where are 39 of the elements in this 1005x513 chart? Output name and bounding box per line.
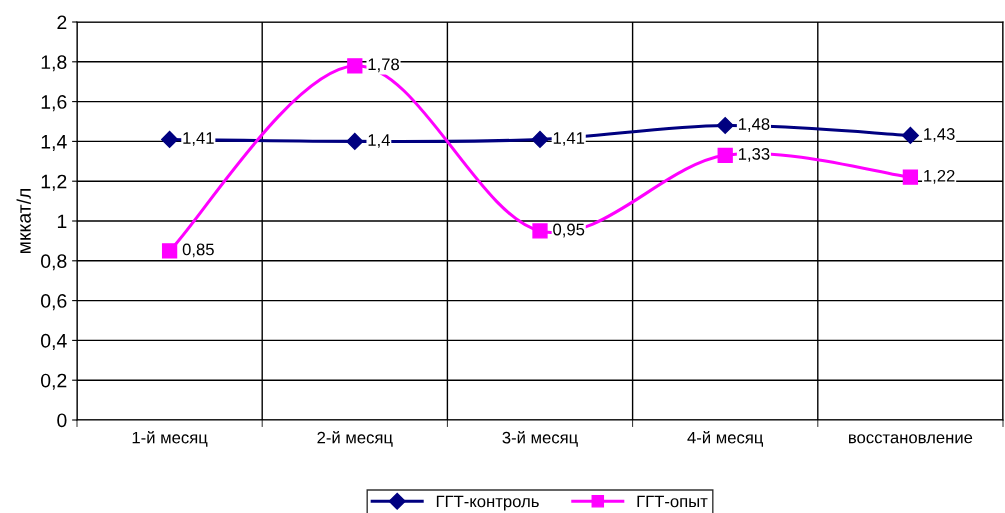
data-label: 0,95	[553, 223, 585, 238]
data-label: 1,41	[553, 132, 585, 146]
point	[161, 130, 179, 148]
data-label: 1,48	[738, 118, 770, 132]
data-label: 1,78	[368, 58, 400, 73]
point	[716, 116, 734, 135]
x-tick-label: 2-й месяц	[317, 430, 393, 447]
x-tick-label: восстановление	[849, 434, 973, 444]
data-label: 1,4	[368, 134, 390, 148]
y-tick-label: 0,2	[41, 373, 67, 390]
data-label: 0,85	[182, 243, 214, 258]
data-label: 1,33	[738, 148, 770, 162]
x-tick-label: 1-й месяц	[132, 430, 208, 447]
point	[347, 58, 363, 74]
data-label: 1,22	[924, 169, 955, 184]
y-tick-label: 0	[57, 413, 67, 428]
x-tick-label: 3-й месяц	[502, 430, 578, 447]
y-tick-label: 1	[57, 214, 67, 229]
y-tick-label: 1,6	[41, 95, 67, 112]
y-tick-label: 0,6	[41, 294, 67, 311]
data-label: 1,43	[924, 128, 955, 142]
y-axis-title: мккат/л	[16, 188, 31, 254]
y-tick-label: 1,4	[41, 135, 67, 151]
point	[717, 147, 733, 163]
legend-label: ГГТ-контроль	[436, 495, 539, 511]
legend-label: ГГТ-опыт	[637, 495, 708, 508]
point	[531, 130, 549, 148]
y-tick-label: 1,2	[41, 174, 67, 191]
point	[901, 126, 919, 144]
y-tick-label: 0,4	[41, 333, 67, 350]
y-tick-label: 0,8	[41, 254, 67, 271]
point	[532, 223, 548, 239]
y-tick-label: 2	[57, 15, 67, 30]
data-label: 1,41	[183, 132, 214, 146]
point	[346, 132, 364, 150]
x-tick-label: 4-й месяц	[687, 430, 764, 447]
point	[161, 243, 178, 259]
y-tick-label: 1,8	[41, 55, 67, 72]
point	[902, 169, 919, 185]
